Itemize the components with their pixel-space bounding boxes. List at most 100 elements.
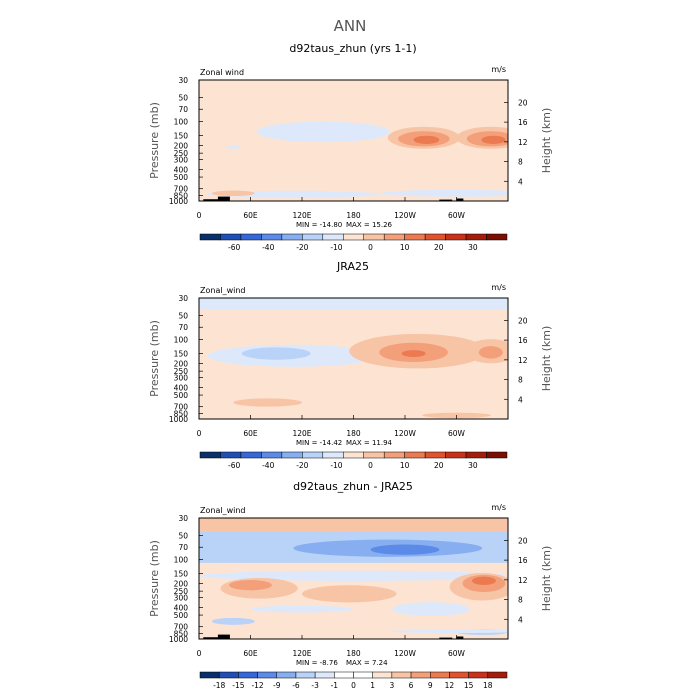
contour-region [401, 350, 426, 357]
topography-mask [439, 637, 453, 639]
topography-mask [217, 634, 230, 639]
max-value: MAX = 11.94 [346, 439, 393, 447]
topography-mask [456, 636, 464, 639]
colorbar-swatch [391, 671, 412, 679]
y2-axis-title: Height (km) [540, 326, 553, 392]
y-tick-label: 300 [174, 373, 189, 382]
colorbar-label: 30 [468, 461, 478, 470]
x-tick-label: 60E [243, 429, 258, 438]
colorbar-swatch [468, 671, 489, 679]
colorbar-swatch [240, 233, 262, 241]
colorbar-swatch [281, 451, 303, 459]
y2-tick-label: 20 [518, 536, 528, 545]
y-tick-label: 70 [178, 105, 188, 114]
colorbar-swatch [449, 671, 469, 679]
colorbar-label: -10 [330, 243, 342, 252]
colorbar-label: 18 [483, 681, 493, 690]
colorbar-label: -40 [262, 243, 274, 252]
y2-axis-title: Height (km) [540, 546, 553, 612]
colorbar-swatch [220, 233, 242, 241]
y-tick-label: 700 [174, 185, 189, 194]
colorbar-label: -40 [262, 461, 274, 470]
colorbar-label: -20 [296, 243, 308, 252]
contour-region [392, 602, 470, 616]
y-tick-label: 850 [174, 191, 189, 200]
y2-tick-label: 4 [518, 395, 523, 404]
max-value: MAX = 15.26 [346, 221, 393, 229]
colorbar-swatch [199, 233, 221, 241]
min-value: MIN = -8.76 [296, 659, 338, 667]
colorbar-label: -60 [228, 243, 240, 252]
topography-mask [203, 637, 224, 639]
units-label: m/s [491, 283, 506, 292]
x-tick-label: 60W [448, 211, 466, 220]
contour-region [370, 544, 440, 555]
y2-tick-label: 8 [518, 376, 523, 385]
x-tick-label: 60E [243, 649, 258, 658]
y2-axis-title: Height (km) [540, 108, 553, 174]
colorbar-swatch [322, 233, 344, 241]
x-tick-label: 120E [292, 211, 311, 220]
y-axis-title: Pressure (mb) [148, 102, 161, 179]
colorbar-label: 3 [389, 681, 394, 690]
colorbar-swatch [257, 671, 277, 679]
y-tick-label: 100 [174, 118, 189, 127]
units-label: m/s [491, 503, 506, 512]
colorbar-swatch [302, 233, 324, 241]
y2-tick-label: 4 [518, 177, 523, 186]
colorbar-swatch [218, 671, 239, 679]
y2-tick-label: 12 [518, 576, 528, 585]
colorbar-swatch [199, 451, 221, 459]
colorbar-swatch [343, 451, 364, 459]
colorbar-label: 20 [434, 243, 444, 252]
x-tick-label: 120W [394, 211, 416, 220]
y-tick-label: 700 [174, 623, 189, 632]
contour-region [211, 617, 255, 625]
panel-title: JRA25 [336, 260, 369, 273]
y-tick-label: 500 [174, 391, 189, 400]
colorbar-swatch [199, 671, 220, 679]
x-tick-label: 120W [394, 429, 416, 438]
contour-band [199, 518, 508, 532]
colorbar-swatch [465, 451, 487, 459]
y-tick-label: 250 [174, 587, 189, 596]
y-tick-label: 1000 [169, 635, 188, 644]
y2-tick-label: 20 [518, 316, 528, 325]
contour-region [229, 579, 272, 591]
y2-tick-label: 8 [518, 596, 523, 605]
y-tick-label: 50 [178, 532, 188, 541]
colorbar-swatch [465, 233, 487, 241]
y-tick-label: 150 [174, 350, 189, 359]
colorbar-swatch [410, 671, 431, 679]
topography-mask [439, 199, 453, 201]
colorbar-swatch [487, 671, 508, 679]
colorbar-swatch [363, 451, 385, 459]
y-tick-label: 500 [174, 173, 189, 182]
max-value: MAX = 7.24 [346, 659, 388, 667]
colorbar-label: 15 [464, 681, 474, 690]
y-tick-label: 150 [174, 570, 189, 579]
x-tick-label: 120E [292, 649, 311, 658]
topography-mask [203, 199, 224, 201]
colorbar-swatch [486, 451, 508, 459]
y-axis-title: Pressure (mb) [148, 540, 161, 617]
colorbar-swatch [486, 233, 508, 241]
contour-region [211, 190, 255, 197]
colorbar-label: -1 [331, 681, 339, 690]
y-tick-label: 30 [178, 514, 188, 523]
colorbar-swatch [240, 451, 262, 459]
y-tick-label: 300 [174, 155, 189, 164]
y-tick-label: 200 [174, 579, 189, 588]
colorbar-label: -18 [213, 681, 225, 690]
x-tick-label: 60E [243, 211, 258, 220]
y-tick-label: 850 [174, 629, 189, 638]
colorbar-swatch [383, 233, 405, 241]
y-tick-label: 200 [174, 141, 189, 150]
y-tick-label: 400 [174, 603, 189, 612]
y-tick-label: 100 [174, 336, 189, 345]
left-label: Zonal_wind [200, 286, 245, 295]
colorbar-swatch [363, 233, 385, 241]
colorbar-label: -9 [273, 681, 281, 690]
min-value: MIN = -14.80 [296, 221, 342, 229]
x-tick-label: 180 [346, 649, 361, 658]
